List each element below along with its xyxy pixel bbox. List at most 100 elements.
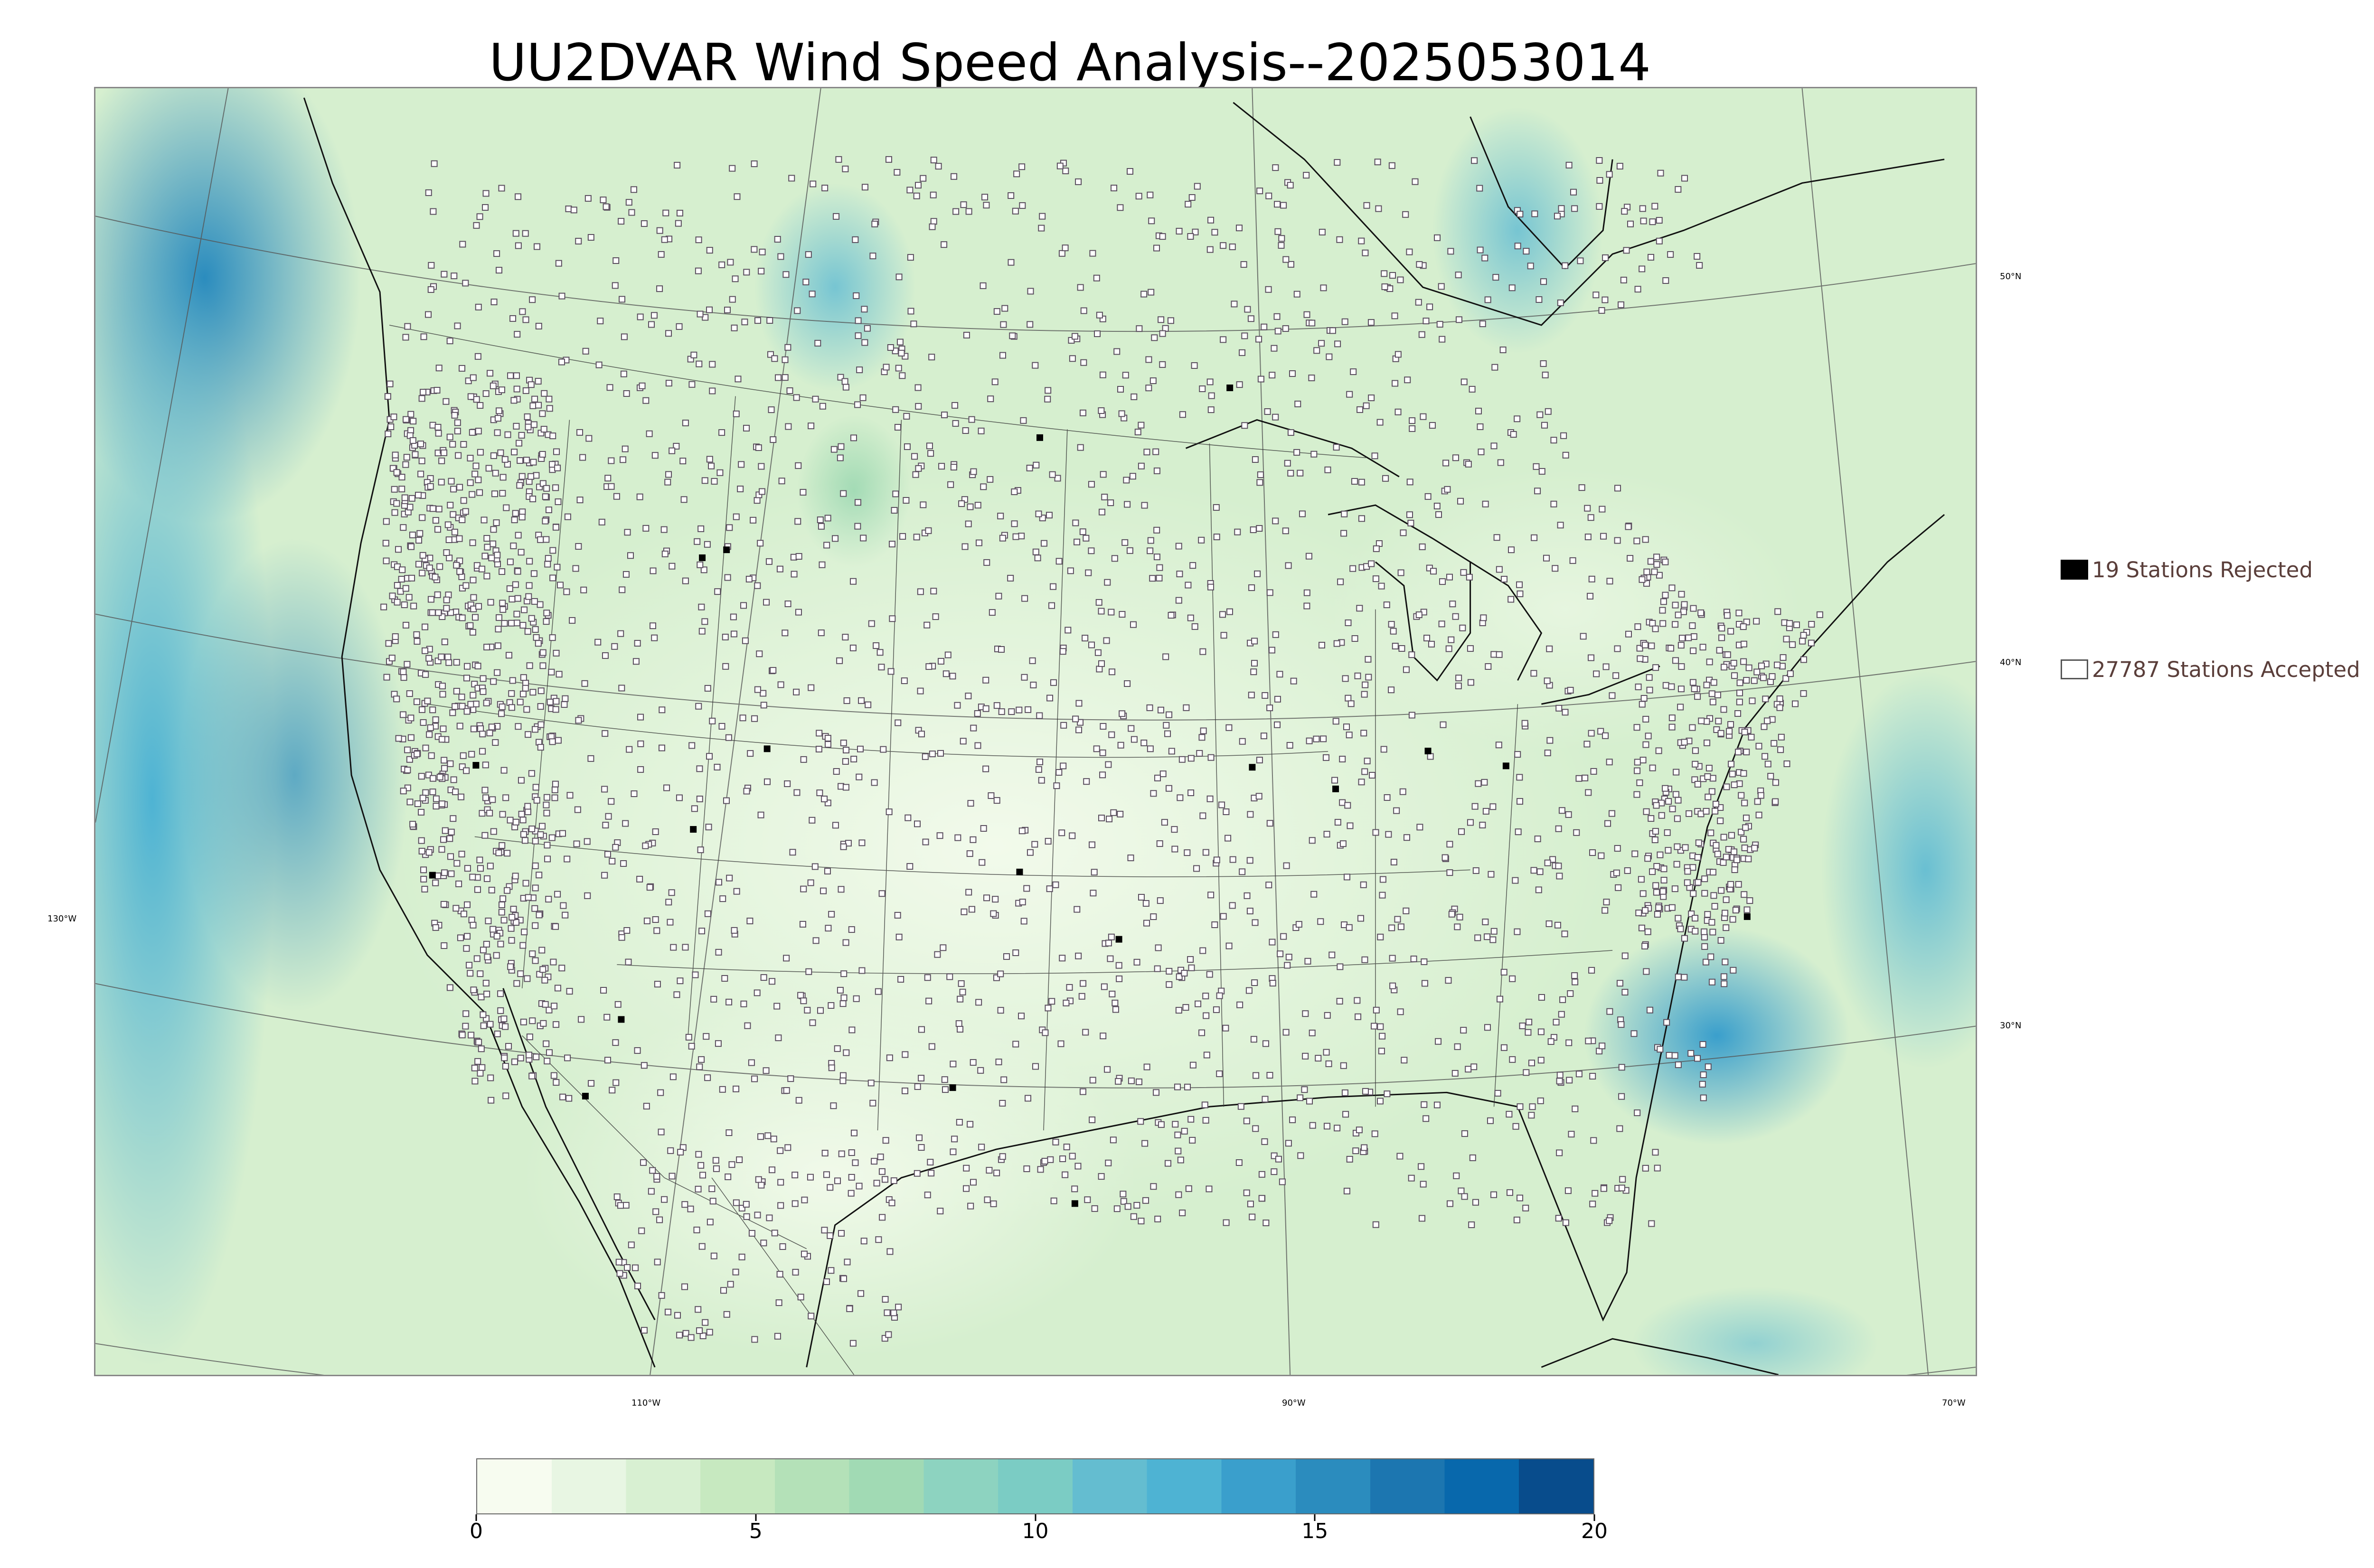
- accepted-station-marker: [1246, 908, 1253, 915]
- accepted-station-marker: [1681, 739, 1688, 746]
- accepted-station-marker: [1141, 502, 1148, 509]
- accepted-station-marker: [1598, 307, 1605, 314]
- accepted-station-marker: [1495, 742, 1502, 749]
- accepted-station-marker: [1062, 168, 1069, 174]
- accepted-station-marker: [1599, 506, 1606, 513]
- accepted-station-marker: [1130, 393, 1138, 400]
- accepted-station-marker: [1533, 463, 1540, 470]
- accepted-station-marker: [425, 655, 433, 662]
- accepted-station-marker: [480, 1022, 487, 1029]
- accepted-station-marker: [929, 751, 936, 758]
- accepted-station-marker: [565, 205, 572, 212]
- accepted-station-marker: [1489, 803, 1497, 810]
- accepted-station-marker: [1506, 1189, 1513, 1196]
- accepted-station-marker: [708, 462, 715, 469]
- accepted-station-marker: [438, 479, 445, 486]
- map-panel[interactable]: [94, 87, 1977, 1376]
- accepted-station-marker: [488, 723, 495, 731]
- accepted-station-marker: [860, 535, 867, 542]
- accepted-station-marker: [928, 354, 935, 361]
- accepted-station-marker: [1193, 865, 1200, 872]
- accepted-station-marker: [462, 280, 469, 287]
- accepted-station-marker: [1700, 1071, 1707, 1078]
- accepted-station-marker: [1687, 1050, 1695, 1057]
- accepted-station-marker: [1514, 243, 1521, 250]
- accepted-station-marker: [1256, 525, 1263, 532]
- accepted-station-marker: [877, 1154, 884, 1161]
- accepted-station-marker: [1363, 202, 1370, 209]
- accepted-station-marker: [1110, 1136, 1117, 1144]
- accepted-station-marker: [462, 1023, 469, 1030]
- accepted-station-marker: [1637, 655, 1644, 662]
- accepted-station-marker: [1748, 733, 1755, 741]
- accepted-station-marker: [1701, 875, 1708, 883]
- accepted-station-marker: [637, 766, 644, 773]
- accepted-station-marker: [1328, 951, 1336, 958]
- accepted-station-marker: [1760, 674, 1767, 681]
- accepted-station-marker: [499, 474, 507, 481]
- accepted-station-marker: [1274, 328, 1281, 335]
- accepted-station-marker: [533, 797, 540, 804]
- accepted-station-marker: [473, 396, 480, 403]
- accepted-station-marker: [1363, 402, 1370, 409]
- accepted-station-marker: [791, 571, 798, 578]
- accepted-station-marker: [723, 1311, 730, 1318]
- accepted-station-marker: [1649, 620, 1656, 627]
- accepted-station-marker: [546, 395, 553, 403]
- accepted-station-marker: [1631, 850, 1639, 857]
- accepted-station-marker: [840, 970, 848, 977]
- accepted-station-marker: [960, 738, 967, 745]
- accepted-station-marker: [1153, 554, 1160, 561]
- accepted-station-marker: [1614, 645, 1621, 652]
- accepted-station-marker: [1772, 798, 1779, 805]
- accepted-station-marker: [414, 638, 421, 645]
- accepted-station-marker: [513, 620, 520, 627]
- accepted-station-marker: [508, 937, 515, 944]
- accepted-station-marker: [403, 416, 409, 423]
- accepted-station-marker: [789, 849, 796, 856]
- accepted-station-marker: [517, 457, 524, 464]
- accepted-station-marker: [1642, 536, 1649, 543]
- accepted-station-marker: [488, 1097, 495, 1104]
- accepted-station-marker: [942, 670, 950, 677]
- accepted-station-marker: [758, 268, 765, 275]
- accepted-station-marker: [1225, 835, 1232, 842]
- accepted-station-marker: [981, 194, 989, 201]
- accepted-station-marker: [1155, 944, 1162, 951]
- accepted-station-marker: [1409, 417, 1416, 424]
- accepted-station-marker: [1662, 785, 1669, 792]
- accepted-station-marker: [1636, 779, 1643, 786]
- accepted-station-marker: [1374, 159, 1381, 166]
- accepted-station-marker: [879, 1214, 886, 1221]
- accepted-station-marker: [856, 773, 863, 780]
- accepted-station-marker: [531, 395, 538, 403]
- accepted-station-marker: [1681, 601, 1688, 608]
- accepted-station-marker: [646, 430, 653, 437]
- accepted-station-marker: [1596, 157, 1603, 164]
- accepted-station-marker: [1268, 647, 1275, 654]
- accepted-station-marker: [420, 389, 427, 396]
- accepted-station-marker: [414, 800, 421, 807]
- accepted-station-marker: [531, 598, 538, 605]
- accepted-station-marker: [559, 1093, 566, 1100]
- accepted-station-marker: [1550, 437, 1557, 444]
- accepted-station-marker: [1664, 829, 1671, 836]
- accepted-station-marker: [636, 493, 643, 500]
- accepted-station-marker: [698, 628, 706, 635]
- accepted-station-marker: [722, 633, 729, 640]
- accepted-station-marker: [509, 596, 516, 603]
- accepted-station-marker: [733, 513, 740, 520]
- accepted-station-marker: [613, 1193, 621, 1201]
- accepted-station-marker: [1547, 1038, 1554, 1045]
- accepted-station-marker: [878, 1168, 886, 1175]
- accepted-station-marker: [914, 384, 922, 391]
- accepted-station-marker: [840, 1275, 848, 1282]
- accepted-station-marker: [1344, 873, 1350, 881]
- accepted-station-marker: [1187, 789, 1195, 796]
- accepted-station-marker: [632, 1264, 639, 1271]
- accepted-station-marker: [652, 916, 659, 923]
- accepted-station-marker: [1402, 211, 1409, 218]
- accepted-station-marker: [1148, 217, 1155, 225]
- accepted-station-marker: [646, 884, 653, 891]
- accepted-station-marker: [450, 776, 457, 783]
